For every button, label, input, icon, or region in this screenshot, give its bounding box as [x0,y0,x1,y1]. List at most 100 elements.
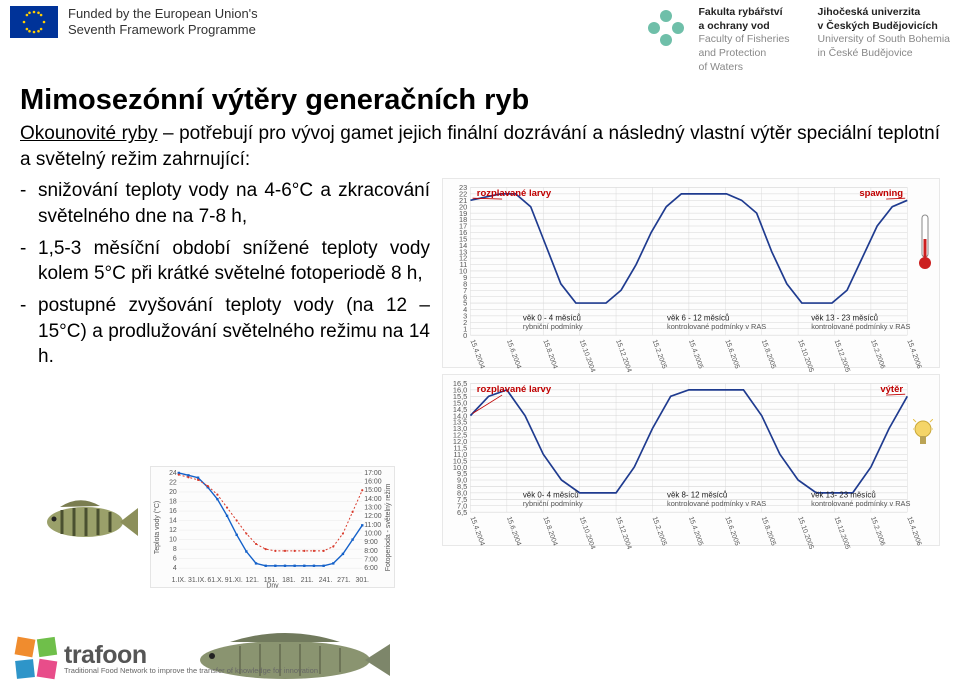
svg-text:8: 8 [173,546,177,553]
svg-text:Teplota vody (°C): Teplota vody (°C) [153,501,161,554]
svg-text:kontrolované podmínky v RAS: kontrolované podmínky v RAS [811,322,910,331]
hdr-cz: Fakulta rybářství [698,6,789,20]
svg-text:15.10.2005: 15.10.2005 [796,339,814,374]
trafoon-logo: trafoon Traditional Food Network to impr… [14,636,318,680]
temperature-regime-chart: 0123456789101112131415161718192021222315… [442,178,940,368]
svg-text:121.: 121. [245,577,259,584]
svg-text:61.X.: 61.X. [207,577,223,584]
svg-text:spawning: spawning [859,188,903,199]
hdr-cz: a ochrany vod [698,20,789,34]
svg-text:15.4.2004: 15.4.2004 [469,339,486,370]
bullet-item: postupné zvyšování teploty vody (na 12 –… [20,293,430,370]
page-title: Mimosezónní výtěry generačních ryb [20,84,940,117]
svg-text:15.8.2004: 15.8.2004 [541,516,558,547]
svg-text:15.10.2005: 15.10.2005 [796,516,814,551]
hdr-en: and Protection [698,47,789,61]
svg-text:16: 16 [169,508,177,515]
svg-text:1.IX.: 1.IX. [172,577,186,584]
hdr-en: of Waters [698,61,789,75]
svg-text:181.: 181. [282,577,296,584]
svg-text:Dny: Dny [266,583,279,588]
svg-text:31.IX.: 31.IX. [188,577,206,584]
hdr-cz: Jihočeská univerzita [818,6,950,20]
funded-line1: Funded by the European Union's [68,6,634,22]
svg-text:91.XI.: 91.XI. [225,577,243,584]
photoperiod-regime-chart: 6,57,07,58,08,59,09,510,010,511,011,512,… [442,374,940,546]
svg-text:15.8.2005: 15.8.2005 [760,339,777,370]
svg-text:15.4.2006: 15.4.2006 [905,339,922,370]
svg-text:301.: 301. [355,577,369,584]
svg-text:14: 14 [169,518,177,525]
svg-text:výtěr: výtěr [880,384,903,395]
header-col-university: Jihočeská univerzita v Českých Budějovic… [818,6,950,61]
trafoon-mark-icon [14,636,58,680]
svg-text:15:00: 15:00 [364,487,382,494]
bullet-item: 1,5-3 měsíční období snížené teploty vod… [20,236,430,287]
svg-text:23: 23 [459,184,467,193]
svg-text:271.: 271. [337,577,351,584]
funded-line2: Seventh Framework Programme [68,22,634,38]
svg-text:11:00: 11:00 [364,522,381,529]
svg-text:15.12.2005: 15.12.2005 [833,516,851,551]
svg-text:9:00: 9:00 [364,539,378,546]
svg-text:15.12.2005: 15.12.2005 [833,339,851,374]
svg-text:rybniční podmínky: rybniční podmínky [523,322,583,331]
svg-text:7:00: 7:00 [364,556,378,563]
svg-text:6: 6 [173,556,177,563]
hdr-en: Faculty of Fisheries [698,33,789,47]
svg-text:15.4.2005: 15.4.2005 [687,516,704,547]
svg-text:15.4.2004: 15.4.2004 [469,516,486,547]
main-content: Mimosezónní výtěry generačních ryb Okoun… [0,84,960,546]
svg-text:20: 20 [169,489,177,496]
svg-text:15.6.2004: 15.6.2004 [505,516,522,547]
svg-text:kontrolované podmínky v RAS: kontrolované podmínky v RAS [811,499,910,508]
hdr-en: in České Budějovice [818,47,950,61]
svg-text:12: 12 [169,527,177,534]
svg-text:22: 22 [169,479,177,486]
svg-text:18: 18 [169,498,177,505]
svg-text:13:00: 13:00 [364,505,382,512]
faculty-logo-icon [644,6,688,50]
temp-photo-detail-chart: 46810121416182022246:007:008:009:0010:00… [150,466,395,588]
svg-text:15.4.2005: 15.4.2005 [687,339,704,370]
hdr-en: University of South Bohemia [818,33,950,47]
perch-illustration-icon [40,494,140,546]
svg-text:16,5: 16,5 [453,380,467,389]
svg-text:15.10.2004: 15.10.2004 [578,339,596,374]
svg-text:15.12.2004: 15.12.2004 [614,516,632,551]
svg-text:15.2.2005: 15.2.2005 [651,516,668,547]
svg-text:12:00: 12:00 [364,513,382,520]
svg-text:10:00: 10:00 [364,531,382,538]
svg-text:15.6.2005: 15.6.2005 [723,339,740,370]
svg-text:15.4.2006: 15.4.2006 [905,516,922,547]
bullet-item: snižování teploty vody na 4-6°C a zkraco… [20,178,430,229]
svg-text:24: 24 [169,470,177,477]
svg-text:241.: 241. [319,577,333,584]
intro-underline: Okounovité ryby [20,123,158,144]
svg-text:8:00: 8:00 [364,548,378,555]
svg-text:kontrolované podmínky v RAS: kontrolované podmínky v RAS [667,499,766,508]
svg-text:15.10.2004: 15.10.2004 [578,516,596,551]
svg-text:rybniční podmínky: rybniční podmínky [523,499,583,508]
intro-rest: – potřebují pro vývoj gamet jejich finál… [20,123,940,170]
trafoon-tagline: Traditional Food Network to improve the … [64,666,318,675]
header: Funded by the European Union's Seventh F… [0,0,960,80]
svg-text:15.8.2005: 15.8.2005 [760,516,777,547]
svg-text:14:00: 14:00 [364,496,382,503]
thermometer-icon [917,213,933,271]
eu-flag-icon [10,6,58,38]
svg-text:kontrolované podmínky v RAS: kontrolované podmínky v RAS [667,322,766,331]
header-col-faculty: Fakulta rybářství a ochrany vod Faculty … [698,6,789,74]
intro-paragraph: Okounovité ryby – potřebují pro vývoj ga… [20,121,940,172]
svg-text:17:00: 17:00 [364,470,382,477]
hdr-cz: v Českých Budějovicích [818,20,950,34]
svg-text:Fotoperioda - světelný režim: Fotoperioda - světelný režim [385,484,392,572]
svg-text:10: 10 [169,537,177,544]
svg-text:15.6.2004: 15.6.2004 [505,339,522,370]
svg-text:rozplavané larvy: rozplavané larvy [477,384,552,395]
svg-text:15.6.2005: 15.6.2005 [723,516,740,547]
svg-text:rozplavané larvy: rozplavané larvy [477,188,552,199]
svg-text:15.2.2005: 15.2.2005 [651,339,668,370]
svg-text:16:00: 16:00 [364,479,382,486]
svg-text:15.2.2006: 15.2.2006 [869,339,886,370]
